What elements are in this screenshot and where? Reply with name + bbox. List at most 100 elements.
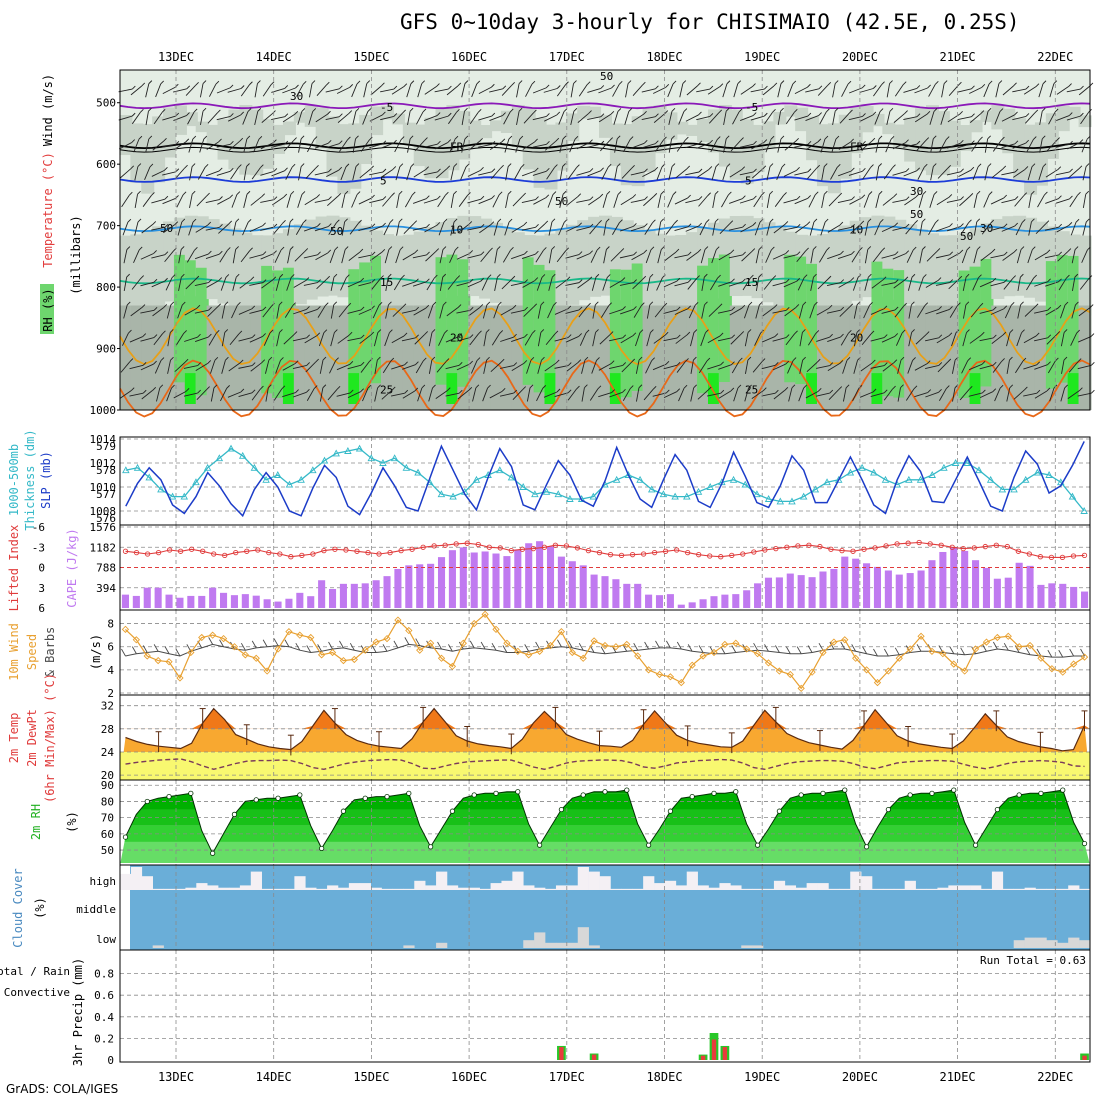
wind-barb-flag <box>818 112 822 116</box>
wind-barb <box>928 222 936 235</box>
wind-barb <box>1017 304 1022 319</box>
wind-barb <box>227 114 241 122</box>
wind-barb-flag <box>415 278 419 283</box>
thickness-point <box>1068 492 1077 500</box>
wind-barb <box>652 392 667 397</box>
wind-barb <box>448 112 457 125</box>
wind-barb <box>696 142 710 149</box>
li-y-tick: -3 <box>32 541 45 554</box>
rh-point <box>776 808 782 814</box>
wind-barb-flag <box>784 386 789 391</box>
wind-barb-flag <box>633 279 637 283</box>
wind-barb <box>423 198 438 204</box>
wind-barb <box>305 167 316 179</box>
wind-barb-flag <box>294 360 299 364</box>
wind-barb-10m <box>349 642 355 651</box>
wind-barb-flag <box>317 223 321 227</box>
wind-barb <box>908 304 912 319</box>
wind-barb <box>510 282 525 286</box>
cape-bar <box>514 549 522 608</box>
thickness-point <box>496 466 504 474</box>
wind-barb-flag <box>1020 301 1024 306</box>
wind-barb-flag <box>523 360 528 364</box>
wind-barb <box>472 387 477 402</box>
wind-barb <box>435 168 448 179</box>
wind-barb <box>153 112 163 125</box>
precip-convective-bar <box>722 1047 728 1060</box>
rh-point <box>951 787 957 793</box>
wind-speed-point <box>525 651 533 659</box>
rh-cell <box>381 105 395 120</box>
wind-barb <box>319 387 324 402</box>
wind-barb-flag <box>498 191 503 196</box>
wind-barb-flag <box>731 306 736 311</box>
wind-barb <box>755 304 760 319</box>
wind-barb-flag <box>391 386 396 391</box>
wind-barb-flag <box>834 80 839 84</box>
wind-barb-flag <box>174 221 179 225</box>
wind-barb-10m <box>644 641 649 650</box>
wind-barb <box>810 277 814 291</box>
wind-barb-flag <box>317 306 321 310</box>
wind-barb <box>653 113 666 123</box>
wind-barb-flag <box>424 137 428 141</box>
wind-barb-flag <box>947 164 951 169</box>
wind-barb <box>1049 83 1055 98</box>
lifted-index-point <box>993 542 999 548</box>
wind-barb-10m <box>382 644 388 652</box>
wind-barb <box>483 332 487 347</box>
wind-barb-flag <box>130 165 135 170</box>
cape-bar <box>536 541 544 608</box>
wind-barb <box>796 250 806 263</box>
rh-cell <box>391 113 405 125</box>
wind-barb <box>750 115 765 121</box>
wind-barb-flag <box>638 384 643 389</box>
lifted-index-point <box>861 546 867 552</box>
wind-barb <box>188 138 194 153</box>
wind-barb <box>946 226 961 232</box>
wind-barb-flag <box>578 333 583 337</box>
wind-barb <box>505 166 509 181</box>
wind-barb-flag <box>752 112 757 116</box>
wind-barb-flag <box>497 218 502 223</box>
cloud-bar-high <box>904 880 916 890</box>
wind-barb-flag <box>202 80 207 84</box>
cloud-bar-low <box>1079 940 1091 948</box>
wind-barb-flag <box>795 304 800 308</box>
wind-barb-flag <box>988 191 993 195</box>
wind-y-tick: 6 <box>107 641 114 654</box>
cloud-bar-high <box>1013 888 1025 890</box>
wind-barb-flag <box>965 301 970 306</box>
wind-barb <box>449 139 456 153</box>
wind-barb-flag <box>589 168 594 172</box>
wind-barb-flag <box>315 164 319 169</box>
wind-barb <box>809 221 815 236</box>
wind-barb <box>608 337 623 342</box>
wind-barb <box>635 332 641 347</box>
thickness-point <box>870 468 878 476</box>
wind-barb <box>979 337 994 342</box>
wind-barb-10m <box>469 640 475 649</box>
wind-barb-flag <box>206 192 210 197</box>
wind-barb-flag <box>377 384 381 389</box>
thickness-point <box>507 473 516 481</box>
cape-bar <box>732 594 740 608</box>
wind-barb-flag <box>600 167 604 172</box>
cape-bar <box>198 595 206 608</box>
wind-barb-flag <box>239 137 244 142</box>
cape-bar <box>176 597 184 608</box>
rh-y-tick: 90 <box>101 779 114 792</box>
wind-barb <box>243 138 248 153</box>
wind-barb-flag <box>431 329 436 333</box>
wind-barb-flag <box>142 333 147 337</box>
rh-cell <box>1078 115 1092 128</box>
lifted-index-point <box>541 544 548 550</box>
slp-line <box>125 441 1085 518</box>
wind-barb <box>232 249 237 264</box>
wind-barb <box>566 362 579 372</box>
wind-barb <box>962 277 967 291</box>
wind-barb <box>663 337 678 342</box>
wind-barb-10m <box>524 644 530 652</box>
wind-barb-flag <box>262 222 266 227</box>
wind-barb-flag <box>219 223 223 228</box>
